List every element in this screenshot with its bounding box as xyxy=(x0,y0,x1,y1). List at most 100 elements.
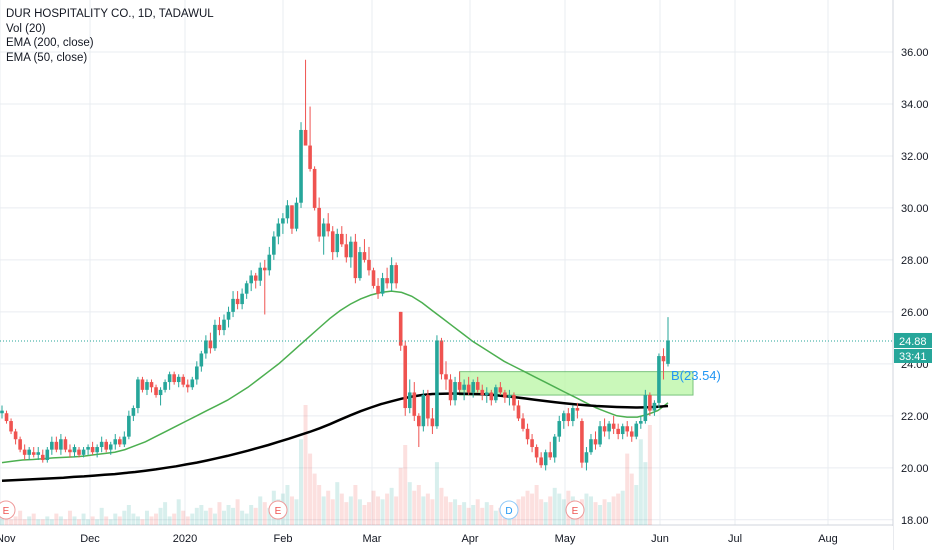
candle-body xyxy=(448,379,453,401)
candle-body xyxy=(77,449,81,455)
candle-body xyxy=(403,345,408,409)
candle-body xyxy=(86,447,90,450)
volume-bar xyxy=(552,487,557,525)
volume-bar xyxy=(557,493,562,525)
candle-body xyxy=(339,233,344,245)
candle-body xyxy=(480,389,485,396)
volume-bar xyxy=(593,502,598,525)
event-markers[interactable]: E E ED xyxy=(0,500,585,520)
volume-bar xyxy=(330,499,335,525)
earnings-marker[interactable] xyxy=(268,500,288,520)
candle-body xyxy=(167,374,172,383)
volume-bar xyxy=(339,493,344,525)
volume-bar xyxy=(158,507,163,525)
earnings-marker[interactable] xyxy=(565,500,585,520)
volume-bar xyxy=(620,490,625,525)
candle-body xyxy=(407,392,412,409)
volume-bar xyxy=(366,502,371,525)
volume-bar xyxy=(348,496,353,525)
price-axis[interactable]: 36.0034.0032.0030.0028.0026.0024.0022.00… xyxy=(894,0,932,550)
candle-body xyxy=(453,382,457,401)
candle-body xyxy=(530,439,534,448)
candle-body xyxy=(18,439,22,450)
volume-bar xyxy=(498,507,503,525)
volume-bar xyxy=(22,519,27,525)
volume-bar xyxy=(181,510,186,525)
candle-body xyxy=(63,439,68,450)
volume-bar xyxy=(208,507,213,525)
candle-body xyxy=(444,374,448,380)
y-tick-label: 20.00 xyxy=(901,463,929,475)
candle-body xyxy=(539,457,543,466)
volume-bar xyxy=(199,505,204,525)
candle-body xyxy=(580,421,584,463)
candle-body xyxy=(503,392,507,398)
candle-body xyxy=(45,449,50,461)
candle-body xyxy=(380,278,385,294)
candle-body xyxy=(657,356,661,403)
candle-body xyxy=(629,431,634,437)
earnings-marker[interactable] xyxy=(0,500,16,520)
volume-bar xyxy=(312,473,317,525)
x-tick-label: Jun xyxy=(651,533,669,545)
candle-body xyxy=(90,447,95,453)
symbol-title[interactable]: DUR HOSPITALITY CO., 1D, TADAWUL xyxy=(6,8,214,20)
candle-body xyxy=(217,324,222,331)
candle-body xyxy=(36,452,41,455)
volume-bar xyxy=(303,405,308,525)
volume-bar xyxy=(289,496,294,525)
volume-bar xyxy=(222,510,226,525)
candle-body xyxy=(258,267,263,281)
legend-ema200[interactable]: EMA (200, close) xyxy=(6,37,94,49)
volume-bar xyxy=(466,507,471,525)
volume-bar xyxy=(430,499,435,525)
y-tick-label: 34.00 xyxy=(901,99,929,111)
candle-body xyxy=(661,356,666,362)
legend-ema50[interactable]: EMA (50, close) xyxy=(6,51,88,64)
candle-body xyxy=(521,418,525,429)
candle-body xyxy=(516,405,521,419)
candle-body xyxy=(358,252,362,279)
time-axis[interactable]: Nov Dec 2020 Feb Mar Apr May Jun Jul Aug xyxy=(0,526,893,550)
volume-bar xyxy=(49,519,54,525)
volume-bar xyxy=(140,519,145,525)
volume-bar xyxy=(607,502,612,525)
volume-bar xyxy=(212,513,217,525)
candle-body xyxy=(498,387,503,393)
volume-bar xyxy=(439,487,444,525)
volume-bar xyxy=(63,519,68,525)
dividend-marker[interactable] xyxy=(499,500,519,520)
volume-bar xyxy=(40,519,45,525)
volume-bar xyxy=(90,516,95,525)
candle-body xyxy=(267,254,272,271)
volume-bar xyxy=(217,502,222,525)
volume-bar xyxy=(185,516,190,525)
legend-vol[interactable]: Vol (20) xyxy=(6,22,46,35)
candle-body xyxy=(353,241,358,279)
volume-bar xyxy=(67,510,72,525)
zone-box[interactable]: B(23.54) xyxy=(459,368,721,396)
volume-bar xyxy=(86,519,91,525)
candle-body xyxy=(557,421,562,437)
candle-body xyxy=(127,415,131,437)
candle-body xyxy=(40,454,45,461)
volume-bar xyxy=(253,507,258,525)
x-tick-label: Nov xyxy=(0,533,16,545)
candle-body xyxy=(54,441,59,450)
volume-bar xyxy=(489,505,494,525)
volume-bar xyxy=(190,513,195,525)
volume-bar xyxy=(172,513,177,525)
volume-bar xyxy=(625,453,630,525)
candle-body xyxy=(475,382,480,390)
volume-bar xyxy=(95,519,100,525)
candle-body xyxy=(276,223,281,237)
candle-body xyxy=(385,278,389,284)
volume-bar xyxy=(344,502,349,525)
volume-bar xyxy=(203,510,208,525)
candle-body xyxy=(72,447,77,453)
volume-bar xyxy=(516,499,521,525)
earnings-marker-label: E xyxy=(275,506,282,517)
volume-bar xyxy=(376,496,381,525)
candle-body xyxy=(507,395,512,398)
